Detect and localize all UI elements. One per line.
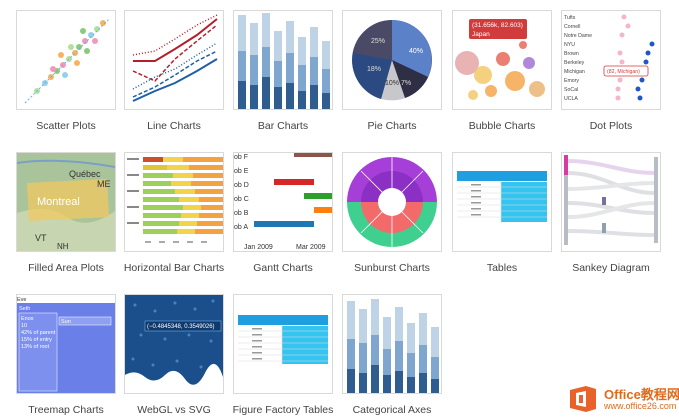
svg-text:Notre Dame: Notre Dame [564, 33, 592, 39]
tile-label[interactable]: Dot Plots [589, 120, 633, 132]
svg-text:NYU: NYU [564, 42, 575, 48]
sunburst-charts-thumbnail [342, 152, 442, 252]
svg-text:VT: VT [35, 233, 47, 243]
svg-text:Seth: Seth [19, 306, 30, 312]
svg-text:42% of parent: 42% of parent [21, 330, 56, 336]
tile-label[interactable]: Categorical Axes [352, 404, 432, 416]
filled-area-plots-thumbnail: Québec Montreal ME VT NH [16, 152, 116, 252]
svg-text:ob E: ob E [234, 168, 249, 175]
svg-text:Tufts: Tufts [564, 15, 576, 21]
svg-text:Enos: Enos [21, 316, 34, 322]
svg-text:(31.656k, 82.603): (31.656k, 82.603) [472, 22, 523, 29]
svg-text:10%: 10% [385, 80, 399, 87]
tile-label[interactable]: Sunburst Charts [354, 262, 430, 274]
svg-text:Jan 2009: Jan 2009 [244, 244, 273, 251]
svg-text:ME: ME [97, 179, 111, 189]
horizontal-bar-charts-thumbnail [124, 152, 224, 252]
tile-label[interactable]: Bar Charts [257, 120, 309, 132]
svg-text:Cornell: Cornell [564, 24, 580, 30]
tile-label[interactable]: Figure Factory Tables [232, 404, 334, 416]
tile-label[interactable]: Bubble Charts [468, 120, 536, 132]
tile-label[interactable]: Gantt Charts [253, 262, 313, 274]
svg-text:Mar 2009: Mar 2009 [296, 244, 326, 251]
svg-text:15% of entry: 15% of entry [21, 337, 52, 343]
tile-label[interactable]: Scatter Plots [36, 120, 96, 132]
svg-text:40%: 40% [409, 48, 423, 55]
treemap-charts-thumbnail: Eve Seth Enos 10 42% of parent 15% of en… [16, 294, 116, 394]
svg-text:Michigan: Michigan [564, 69, 585, 75]
office-logo-icon [570, 386, 596, 412]
svg-text:ob F: ob F [234, 154, 248, 161]
svg-text:25%: 25% [371, 38, 385, 45]
svg-text:SoCal: SoCal [564, 87, 578, 93]
svg-text:ob D: ob D [234, 182, 249, 189]
tile-label[interactable]: WebGL vs SVG [137, 404, 211, 416]
watermark-url: www.office26.com [604, 401, 677, 411]
svg-text:Montreal: Montreal [37, 196, 80, 208]
svg-text:ob B: ob B [234, 210, 249, 217]
svg-text:ob C: ob C [234, 196, 249, 203]
svg-text:ob A: ob A [234, 224, 248, 231]
svg-text:Japan: Japan [472, 31, 490, 38]
tile-label[interactable]: Sankey Diagram [572, 262, 650, 274]
tables-thumbnail [452, 152, 552, 252]
svg-text:7%: 7% [401, 80, 411, 87]
tile-label[interactable]: Line Charts [147, 120, 201, 132]
svg-text:Brown: Brown [564, 51, 579, 57]
svg-text:10: 10 [21, 323, 27, 329]
svg-text:UCLA: UCLA [564, 96, 578, 102]
svg-text:NH: NH [57, 242, 69, 251]
webgl-vs-svg-thumbnail: (−0.4845348, 0.3549026) [124, 294, 224, 394]
tile-label[interactable]: Treemap Charts [28, 404, 104, 416]
svg-text:Sun: Sun [61, 319, 71, 325]
dot-plots-thumbnail: Tufts Cornell Notre Dame NYU Brown Berke… [561, 10, 661, 110]
svg-text:18%: 18% [367, 66, 381, 73]
pie-charts-thumbnail: 25% 40% 18% 10% 7% [342, 10, 442, 110]
bubble-charts-thumbnail: (31.656k, 82.603) Japan [452, 10, 552, 110]
svg-text:Emory: Emory [564, 78, 579, 84]
svg-text:13% of root: 13% of root [21, 344, 50, 350]
tile-label[interactable]: Horizontal Bar Charts [123, 262, 225, 274]
gantt-charts-thumbnail: ob F ob E ob D ob C ob B ob A Jan 2009 M… [233, 152, 333, 252]
categorical-axes-thumbnail [342, 294, 442, 394]
svg-text:Québec: Québec [69, 169, 101, 179]
watermark: Office教程网 www.office26.com [566, 382, 679, 416]
bar-charts-thumbnail [233, 10, 333, 110]
svg-text:Eve: Eve [17, 297, 26, 303]
svg-text:(−0.4845348, 0.3549026): (−0.4845348, 0.3549026) [147, 324, 215, 330]
figure-factory-tables-thumbnail [233, 294, 333, 394]
sankey-diagram-thumbnail [561, 152, 661, 252]
tile-label[interactable]: Tables [486, 262, 518, 274]
watermark-name: Office教程网 [604, 387, 679, 402]
line-charts-thumbnail [124, 10, 224, 110]
tile-label[interactable]: Filled Area Plots [28, 262, 104, 274]
svg-text:(82, Michigan): (82, Michigan) [607, 69, 640, 75]
svg-text:Berkeley: Berkeley [564, 60, 585, 66]
tile-label[interactable]: Pie Charts [367, 120, 417, 132]
scatter-plots-thumbnail [16, 10, 116, 110]
